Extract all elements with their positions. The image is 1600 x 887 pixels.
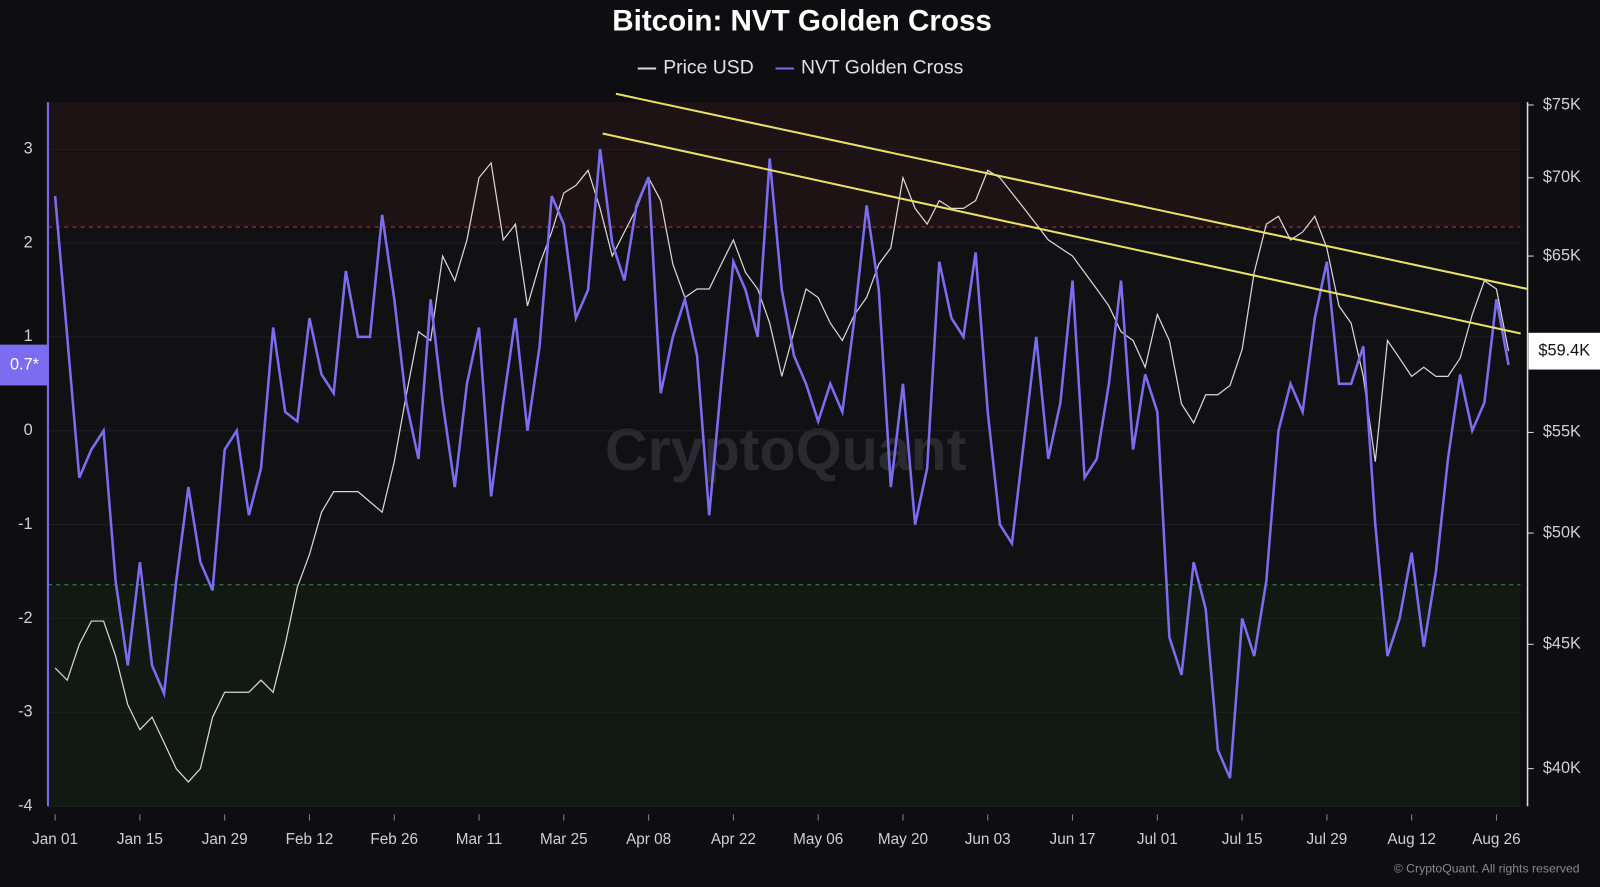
chart-title: Bitcoin: NVT Golden Cross: [612, 4, 992, 37]
legend-label: Price USD: [663, 57, 753, 79]
y-tick-label: -2: [18, 609, 33, 627]
upper-zone: [47, 102, 1521, 228]
y2-tick-label: $65K: [1543, 246, 1581, 264]
x-tick-label: Apr 22: [711, 831, 756, 848]
x-tick-label: Aug 26: [1472, 831, 1520, 848]
y-tick-label: 3: [24, 139, 33, 157]
y-tick-label: 2: [24, 233, 33, 251]
x-tick-label: May 06: [793, 831, 843, 848]
current-y2-label: $59.4K: [1538, 341, 1590, 359]
x-tick-label: Feb 26: [370, 831, 418, 848]
x-tick-label: Jul 29: [1306, 831, 1347, 848]
x-tick-label: Aug 12: [1387, 831, 1435, 848]
x-tick-label: Mar 11: [456, 831, 502, 848]
y2-tick-label: $70K: [1543, 168, 1581, 186]
trendline: [602, 132, 1521, 335]
y-tick-label: -3: [18, 703, 33, 721]
legend-label: NVT Golden Cross: [801, 57, 963, 79]
x-tick-label: Apr 08: [626, 831, 671, 848]
watermark: CryptoQuant: [605, 416, 967, 483]
y2-tick-label: $45K: [1543, 635, 1581, 653]
trendline: [615, 92, 1529, 291]
y2-tick-label: $40K: [1543, 759, 1581, 777]
lower-zone: [47, 584, 1521, 807]
y-tick-label: 1: [24, 327, 33, 345]
y2-tick-label: $55K: [1543, 423, 1581, 441]
credit: © CryptoQuant. All rights reserved: [1394, 862, 1580, 876]
x-tick-label: Jan 01: [32, 831, 78, 848]
x-tick-label: May 20: [878, 831, 928, 848]
x-tick-label: Jul 01: [1137, 831, 1178, 848]
current-y-label: 0.7*: [10, 355, 40, 373]
x-tick-label: Jul 15: [1222, 831, 1263, 848]
y-tick-label: 0: [24, 421, 33, 439]
y2-tick-label: $75K: [1543, 95, 1581, 113]
x-tick-label: Jan 15: [117, 831, 163, 848]
x-tick-label: Jan 29: [202, 831, 248, 848]
y-tick-label: -1: [18, 515, 33, 533]
x-tick-label: Jun 17: [1050, 831, 1096, 848]
current-y-box: [0, 344, 48, 386]
x-tick-label: Feb 12: [286, 831, 334, 848]
x-tick-label: Mar 25: [540, 831, 588, 848]
series-line: [54, 161, 1510, 783]
y-tick-label: -4: [18, 797, 33, 815]
x-tick-label: Jun 03: [965, 831, 1011, 848]
y2-tick-label: $50K: [1543, 523, 1581, 541]
series-line: [53, 148, 1510, 779]
current-y2-box: [1528, 332, 1600, 370]
